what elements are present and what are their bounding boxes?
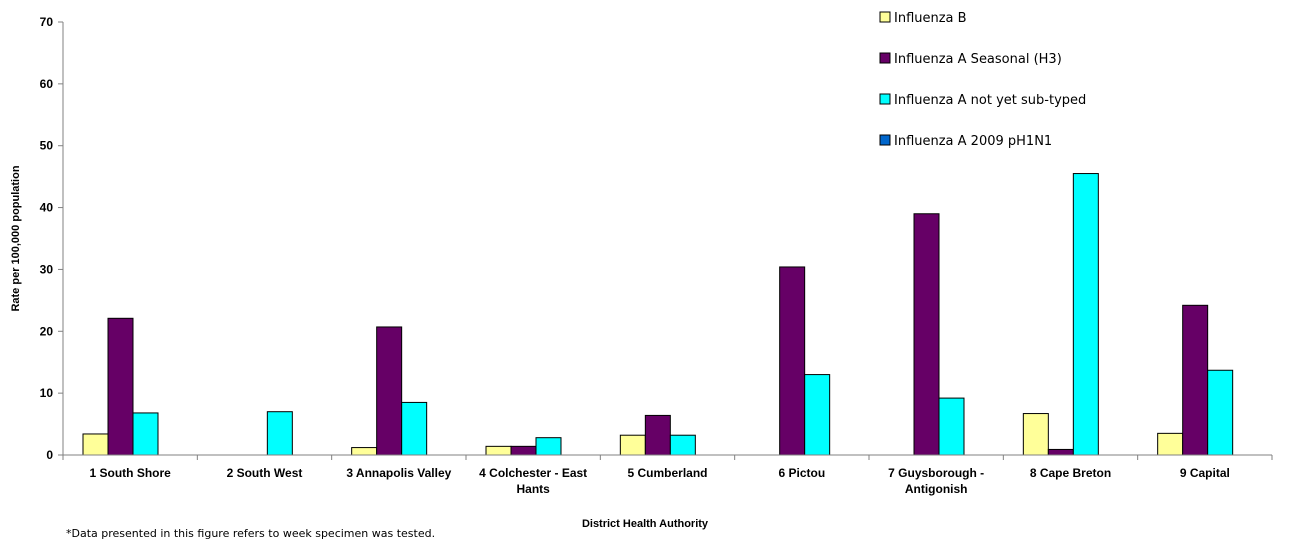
legend-swatch — [879, 93, 891, 105]
x-tick-label: 4 Colchester - East — [479, 466, 587, 480]
x-tick-label: 1 South Shore — [89, 466, 171, 480]
bar — [82, 433, 109, 456]
y-tick-label: 50 — [40, 139, 54, 153]
x-tick-label: 3 Annapolis Valley — [346, 466, 451, 480]
legend-swatch — [879, 11, 891, 23]
bar — [1072, 173, 1099, 456]
bar — [1157, 432, 1184, 456]
bar — [779, 266, 806, 456]
bar — [485, 445, 512, 456]
x-axis-title: District Health Authority — [582, 518, 709, 530]
bar — [619, 434, 646, 456]
bar — [1207, 369, 1234, 456]
y-tick-label: 70 — [40, 15, 54, 29]
x-axis-labels: 1 South Shore 2 South West 3 Annapolis Val… — [62, 455, 1273, 496]
bar — [510, 445, 537, 456]
x-tick-label: 8 Cape Breton — [1030, 466, 1111, 480]
bar — [938, 397, 965, 456]
legend-swatch — [879, 52, 891, 64]
bar — [644, 414, 671, 456]
legend-label: Influenza A Seasonal (H3) — [894, 52, 1062, 67]
bar — [107, 317, 134, 456]
bar — [351, 447, 378, 456]
y-tick-label: 20 — [40, 324, 54, 338]
bars — [82, 173, 1234, 456]
bar — [804, 374, 831, 456]
x-tick-label: 5 Cumberland — [627, 466, 707, 480]
legend-label: Influenza A 2009 pH1N1 — [894, 134, 1052, 149]
bar — [1182, 304, 1209, 456]
y-tick-label: 10 — [40, 386, 54, 400]
x-tick-label: 2 South West — [227, 466, 303, 480]
y-tick-label: 0 — [46, 448, 53, 462]
y-axis-title: Rate per 100,000 population — [10, 165, 22, 311]
bar — [1047, 448, 1074, 456]
x-tick-label: 6 Pictou — [778, 466, 825, 480]
bar — [669, 434, 696, 456]
legend-label: Influenza B — [894, 11, 967, 26]
bar — [376, 326, 403, 456]
bar — [913, 213, 940, 456]
bar — [132, 412, 159, 456]
x-tick-label: 7 Guysborough - — [888, 466, 984, 480]
footnote: *Data presented in this figure refers to… — [66, 527, 435, 540]
y-tick-label: 40 — [40, 201, 54, 215]
x-tick-label: 9 Capital — [1180, 466, 1230, 480]
bar — [1022, 413, 1049, 456]
y-tick-label: 30 — [40, 262, 54, 276]
x-tick-label: Antigonish — [905, 482, 968, 496]
legend-swatch — [879, 134, 891, 146]
legend-label: Influenza A not yet sub-typed — [894, 93, 1086, 108]
bar — [266, 411, 293, 456]
x-tick-label: Hants — [516, 482, 550, 496]
y-tick-label: 60 — [40, 77, 54, 91]
legend: Influenza B Influenza A Seasonal (H3) Infl… — [879, 11, 1086, 149]
bar — [401, 401, 428, 456]
bar — [535, 437, 562, 456]
y-axis-ticks: 0 10 20 30 40 50 60 70 — [40, 15, 63, 462]
